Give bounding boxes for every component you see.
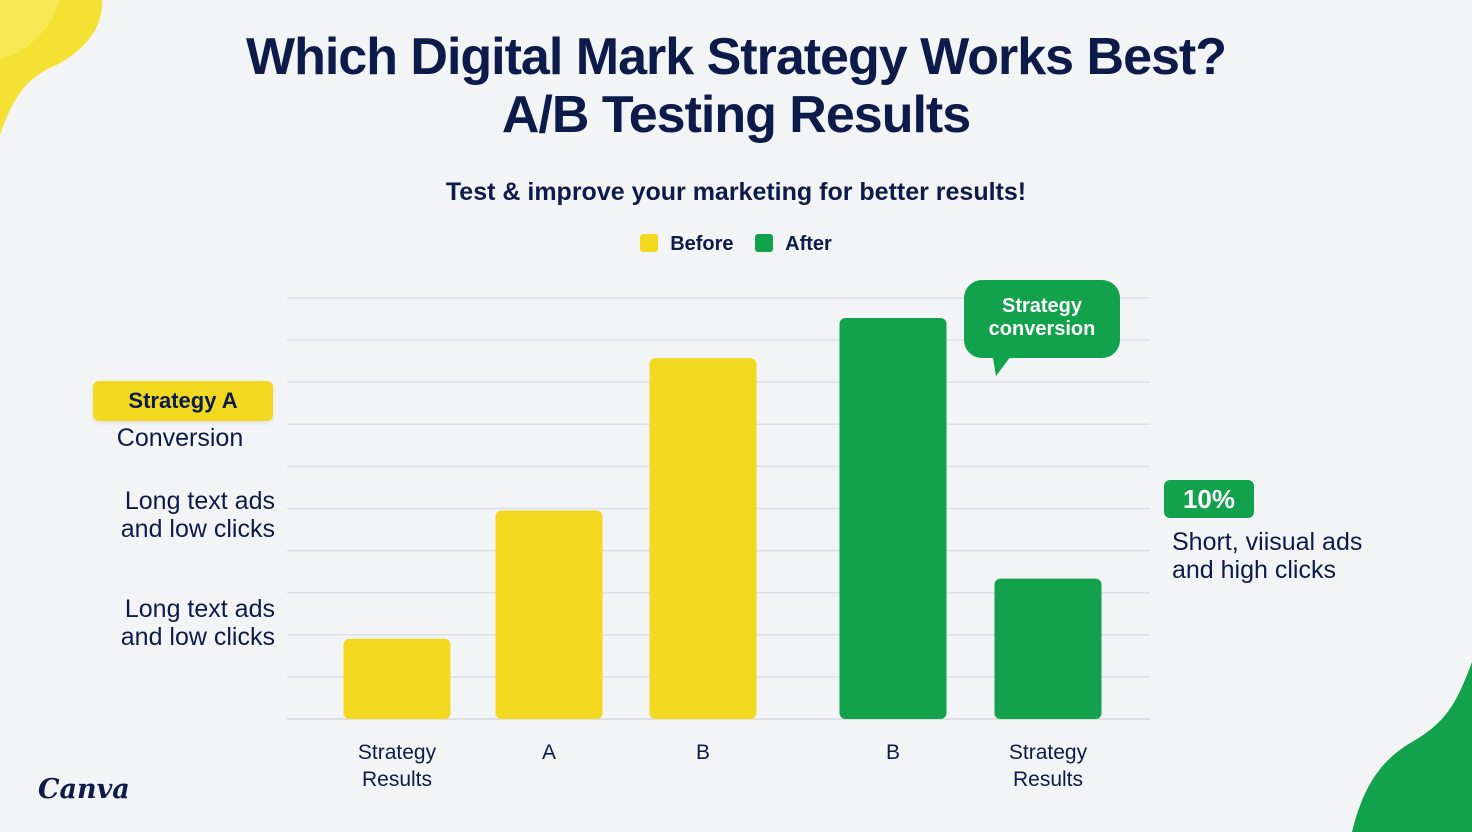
chart-bars [343,318,1102,719]
conversion-label: Conversion [116,424,244,452]
legend-swatch-before [640,234,659,252]
legend-swatch-after [755,234,774,252]
percent-badge: 10% [1164,480,1254,518]
bar-2-before [495,510,603,719]
bubble-tail [992,352,1014,376]
title-line-2: A/B Testing Results [501,86,971,144]
category-label-line: Strategy [357,741,437,764]
chart-legend: Before After [0,233,1472,256]
bubble-line-1: Strategy [1001,295,1083,317]
strategy-a-pill: Strategy A [93,381,273,421]
category-label-line: B [885,741,901,764]
right-note: Short, viisual ads and high clicks [1172,528,1432,584]
legend-label-after: After [785,233,832,255]
corner-blob-yellow [0,0,103,135]
legend-label-before: Before [670,233,734,255]
corner-blob-green [1352,662,1472,832]
title-line-1: Which Digital Mark Strategy Works Best? [245,28,1227,86]
category-label-line: A [541,741,557,764]
left-note-2: Long text ads and low clicks [60,595,275,651]
bar-3-before [649,358,757,719]
legend-item-after: After [755,233,832,256]
legend-item-before: Before [640,233,734,256]
right-note-line-1: Short, viisual ads [1172,528,1363,556]
category-label-4: B [886,739,900,766]
category-label-5: Strategy Results [1009,739,1087,793]
left-note-2-line-1: Long text ads [124,595,275,623]
category-label-line: Results [361,768,433,791]
right-note-line-2: and high clicks [1172,556,1336,584]
category-label-line: Strategy [1008,741,1088,764]
chart-title: Which Digital Mark Strategy Works Best? … [0,28,1472,144]
category-label-2: A [542,739,556,766]
canva-logo: Canva [38,774,130,805]
bar-4-after [839,318,947,719]
left-note-1-line-2: and low clicks [120,515,275,543]
category-label-line: Results [1012,768,1084,791]
category-label-1: Strategy Results [358,739,436,793]
bar-5-after [994,578,1102,719]
chart-subtitle: Test & improve your marketing for better… [445,178,1027,206]
left-note-1-line-1: Long text ads [124,487,275,515]
category-label-3: B [696,739,710,766]
left-note-1: Long text ads and low clicks [60,487,275,543]
left-note-2-line-2: and low clicks [120,623,275,651]
strategy-conversion-bubble: Strategy conversion [964,280,1120,358]
bubble-line-2: conversion [988,318,1096,340]
category-label-line: B [695,741,711,764]
bar-1-before [343,638,451,719]
